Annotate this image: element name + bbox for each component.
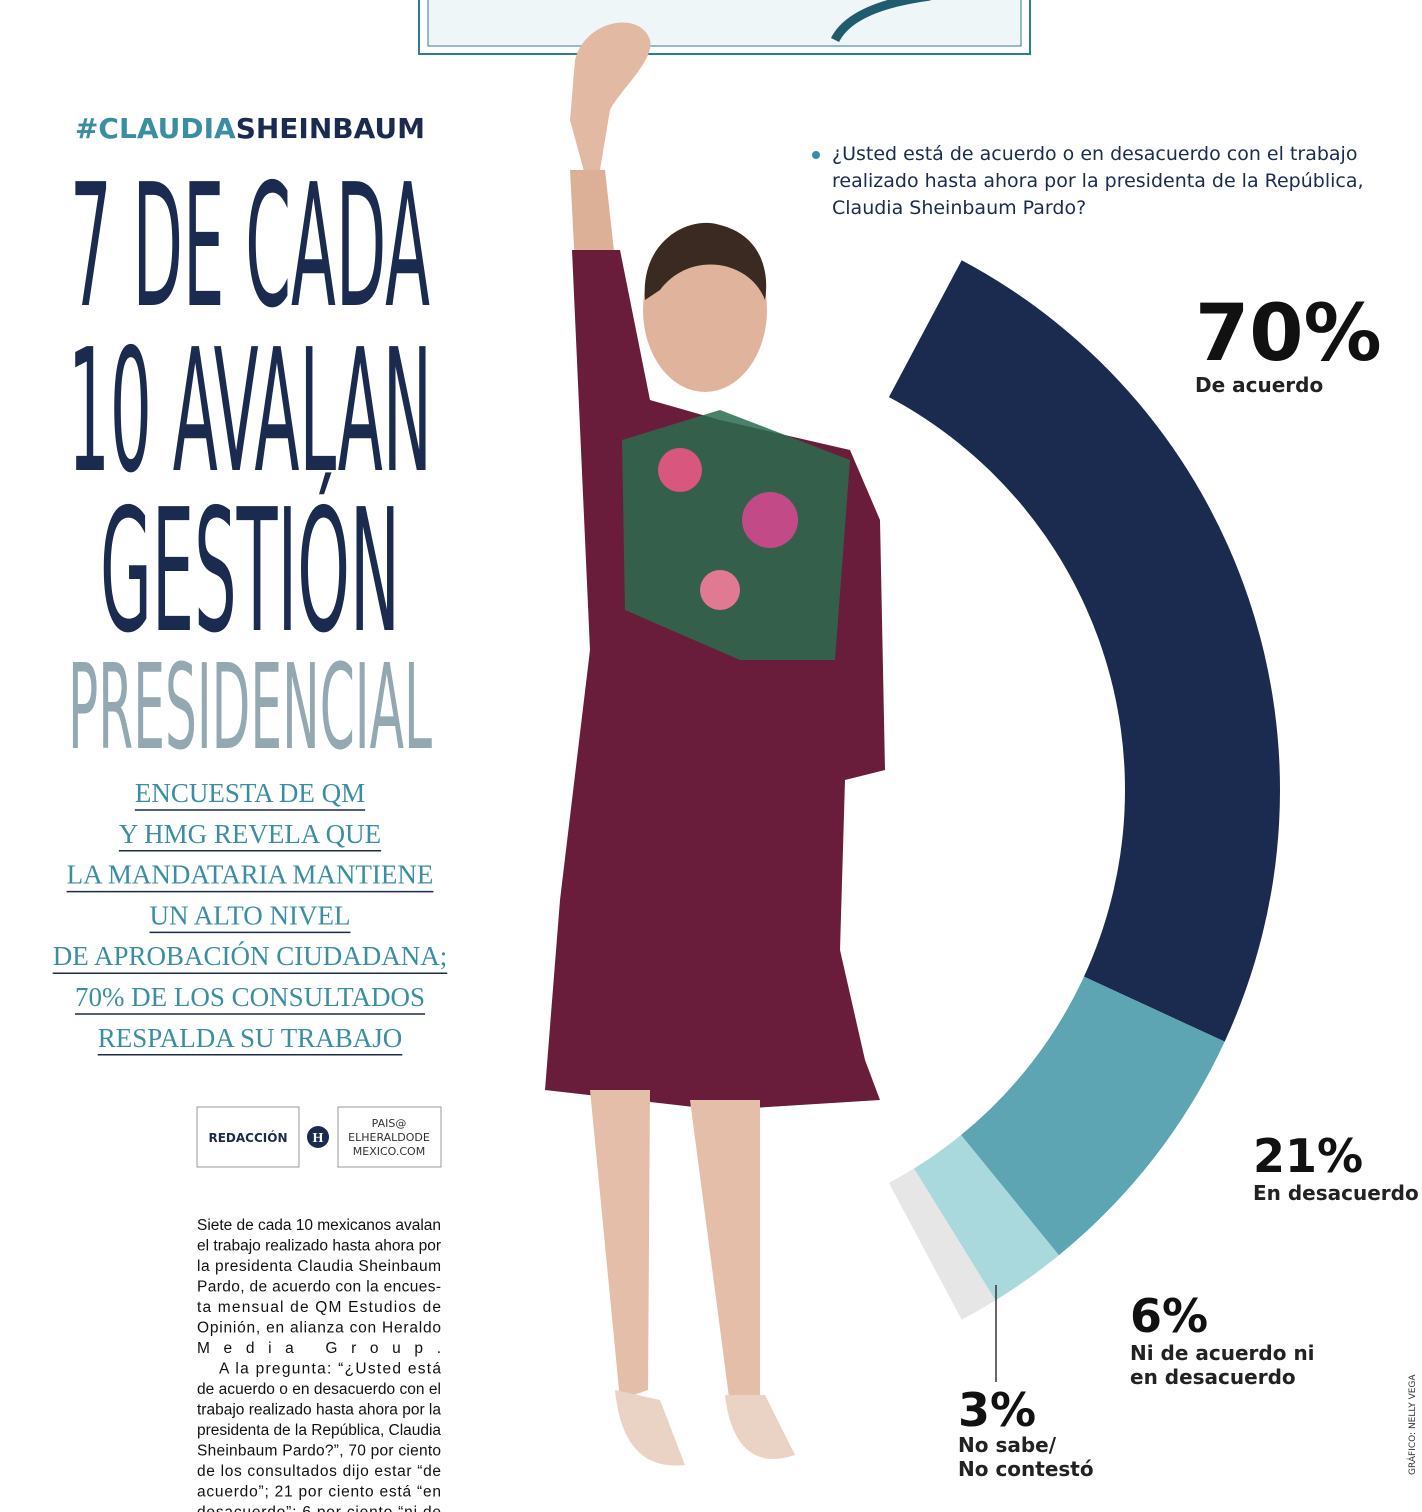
category-label: Ni de acuerdo ni en desacuerdo [1130, 1341, 1315, 1389]
subhead-line: Y HMG REVELA QUE [119, 819, 381, 849]
masthead-inner [427, 0, 1022, 47]
category-label-line: en desacuerdo [1130, 1365, 1296, 1389]
subhead-line: RESPALDA SU TRABAJO [98, 1023, 403, 1053]
body-line: Siete de cada 10 mexicanos avalan [197, 1217, 441, 1234]
headline-line: 10 AVALAN [68, 313, 432, 511]
flower [658, 448, 702, 492]
masthead-ornament [830, 0, 931, 43]
byline-box [196, 1106, 300, 1168]
category-label: De acuerdo [1195, 373, 1323, 397]
shoe [615, 1390, 685, 1466]
subhead-line: LA MANDATARIA MANTIENE [67, 860, 434, 890]
value-label: 70% [1195, 289, 1382, 379]
body-line: Pardo, de acuerdo con la encues- [197, 1279, 441, 1296]
body-line: el trabajo realizado hasta ahora por [197, 1238, 441, 1255]
body-line: la presidenta Claudia Sheinbaum [197, 1258, 441, 1275]
chart-question: realizado hasta ahora por la presidenta … [832, 170, 1364, 192]
byline-icon [307, 1126, 329, 1148]
body-line: Sheinbaum Pardo?”, 70 por ciento [197, 1443, 441, 1460]
body-line: de los consultados dijo estar “de [197, 1463, 441, 1480]
chart-question: Claudia Sheinbaum Pardo? [832, 197, 1086, 219]
byline-email: MEXICO.COM [353, 1145, 425, 1158]
arc-segment [961, 976, 1225, 1256]
arc-segment [888, 260, 1280, 1042]
subhead-line: UN ALTO NIVEL [150, 900, 351, 930]
shoe [725, 1395, 795, 1459]
hashtag-part: SHEINBAUM [236, 112, 425, 145]
leg [690, 1100, 760, 1405]
headline-line: 7 DE CADA [70, 148, 430, 346]
body-line: de acuerdo o en desacuerdo con el [197, 1381, 441, 1398]
hashtag: #CLAUDIASHEINBAUM [75, 112, 425, 145]
category-label-line: Ni de acuerdo ni [1130, 1341, 1315, 1365]
arc-segment [888, 1168, 996, 1320]
byline-email: PAIS@ [372, 1117, 407, 1130]
value-label: 6% [1130, 1289, 1208, 1343]
body-line: desacuerdo”; 6 por ciento “ni de [197, 1504, 441, 1512]
body-line: A la pregunta: “¿Usted está [219, 1361, 441, 1378]
subhead-line: DE APROBACIÓN CIUDADANA; [53, 941, 448, 971]
credit: GRÁFICO: NELLY VEGA [1406, 1374, 1418, 1475]
byline-author: REDACCIÓN [208, 1130, 287, 1145]
body-line: Opinión, en alianza con Heraldo [197, 1320, 441, 1337]
leg [590, 1090, 650, 1400]
arc-segment [913, 1135, 1059, 1301]
category-label-line: No contestó [958, 1457, 1094, 1481]
hand [570, 22, 651, 175]
headline-line: GESTIÓN [100, 472, 400, 671]
email-box [337, 1106, 442, 1168]
value-label: 3% [958, 1383, 1036, 1437]
bullet [812, 151, 820, 159]
chart-question: ¿Usted está de acuerdo o en desacuerdo c… [832, 143, 1357, 165]
masthead-frame [418, 0, 1031, 55]
forearm [570, 170, 615, 265]
body-line: Media Group. [197, 1340, 441, 1357]
photo [545, 22, 885, 1466]
byline-icon-letter: H [313, 1131, 324, 1146]
body-line: acuerdo”; 21 por ciento está “en [197, 1484, 441, 1501]
byline-email: ELHERALDODE [348, 1131, 430, 1144]
hashtag-part: #CLAUDIA [75, 112, 236, 145]
subhead-line: 70% DE LOS CONSULTADOS [75, 982, 425, 1012]
category-label: No sabe/No contestó [958, 1433, 1094, 1481]
hair [644, 222, 767, 300]
subhead-line: ENCUESTA DE QM [135, 778, 365, 808]
category-label: En desacuerdo [1253, 1181, 1419, 1205]
value-label: 21% [1253, 1129, 1363, 1183]
flower [742, 492, 798, 548]
body-line: ta mensual de QM Estudios de [197, 1299, 441, 1316]
headline-line: PRESIDENCIAL [68, 638, 432, 776]
flower [700, 570, 740, 610]
body-line: trabajo realizado hasta ahora por la [197, 1402, 441, 1419]
body-line: presidenta de la República, Claudia [197, 1422, 441, 1439]
embroidery [622, 410, 850, 660]
category-label-line: No sabe/ [958, 1433, 1057, 1457]
